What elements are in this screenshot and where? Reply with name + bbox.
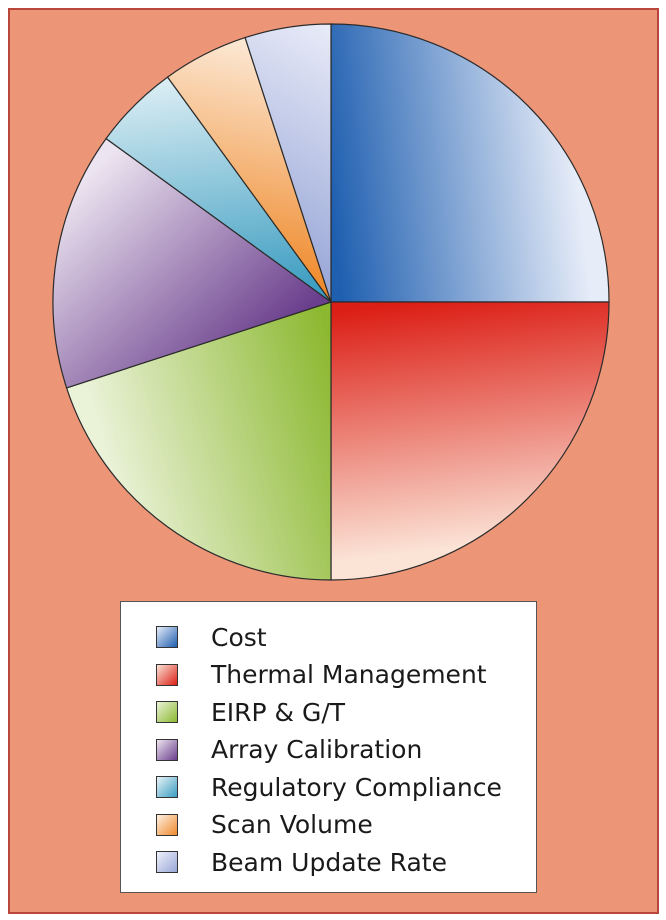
legend-label: EIRP & G/T [211, 697, 346, 727]
legend-label: Scan Volume [211, 810, 373, 839]
legend: Cost Thermal Management EIRP & G/T Array Ca… [120, 601, 537, 893]
pie-slices [52, 23, 610, 581]
legend-swatch-beam-update-rate [156, 851, 178, 873]
legend-item-array-calibration: Array Calibration [156, 735, 422, 765]
legend-item-thermal-management: Thermal Management [156, 660, 487, 690]
legend-swatch-array-calibration [156, 738, 178, 761]
legend-swatch-thermal-management [156, 663, 178, 686]
pie-slice-array-calibration [52, 137, 333, 389]
pie-slice-cost [330, 23, 610, 303]
legend-item-eirp-g-t: EIRP & G/T [156, 697, 345, 727]
legend-item-regulatory-compliance: Regulatory Compliance [156, 772, 502, 802]
pie-slice-beam-update-rate [244, 23, 332, 303]
legend-swatch-scan-volume [156, 813, 178, 836]
legend-label: Beam Update Rate [211, 847, 447, 877]
pie-slice-eirp-g-t [65, 301, 332, 581]
legend-swatch-regulatory-compliance [156, 776, 178, 798]
legend-item-cost: Cost [156, 622, 267, 652]
legend-item-beam-update-rate: Beam Update Rate [156, 847, 447, 877]
legend-label: Thermal Management [211, 660, 487, 689]
legend-label: Regulatory Compliance [211, 772, 502, 802]
legend-swatch-cost [156, 626, 178, 648]
legend-label: Array Calibration [211, 735, 423, 764]
legend-item-scan-volume: Scan Volume [156, 810, 373, 840]
legend-label: Cost [211, 622, 267, 652]
pie-slice-thermal-management [330, 301, 610, 581]
legend-swatch-eirp-g-t [156, 701, 178, 723]
